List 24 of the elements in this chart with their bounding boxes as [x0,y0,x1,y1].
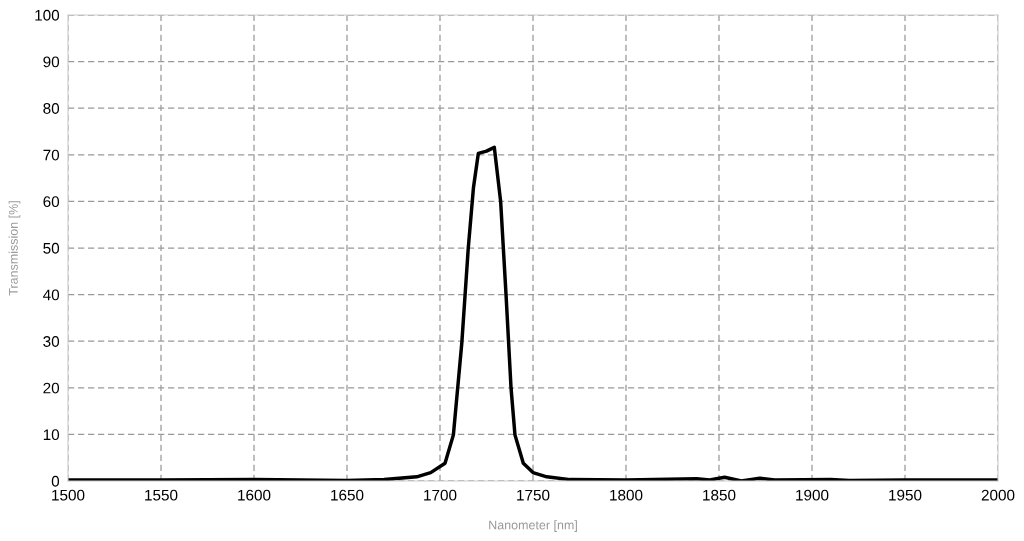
x-tick-label: 1550 [145,489,178,501]
x-tick-label: 1700 [424,489,457,501]
x-tick-label: 1650 [331,489,364,501]
x-tick-label: 1800 [610,489,643,501]
x-tick-label: 2000 [981,489,1015,501]
y-tick-label: 40 [43,289,60,301]
x-tick-label: 1500 [52,489,85,501]
y-tick-label: 10 [43,429,60,441]
y-tick-label: 0 [51,475,60,487]
y-tick-label: 50 [43,242,60,254]
x-tick-label: 1950 [889,489,922,501]
y-tick-label: 30 [43,336,60,347]
y-tick-label: 20 [43,382,60,394]
y-tick-label: 70 [43,149,60,161]
x-tick-label: 1600 [238,489,271,501]
y-tick-label: 100 [35,9,60,21]
x-tick-label: 1900 [796,489,829,501]
y-tick-label: 90 [43,56,60,68]
y-axis-title: Transmission [%] [8,201,21,296]
x-axis-title: Nanometer [nm] [489,520,577,532]
y-tick-label: 80 [43,103,60,114]
x-tick-label: 1750 [517,489,550,501]
x-tick-label: 1850 [703,489,736,501]
y-tick-label: 60 [43,196,60,208]
